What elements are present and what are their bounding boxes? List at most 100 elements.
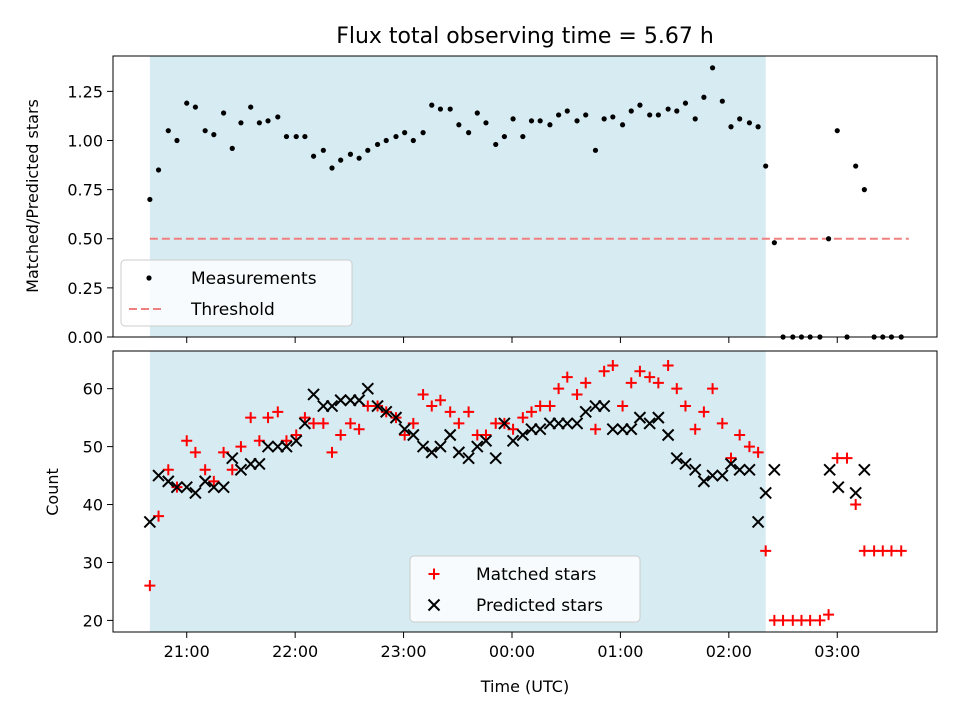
data-point [679, 457, 692, 471]
data-point [506, 434, 520, 448]
data-point [326, 446, 338, 458]
data-point [682, 100, 689, 106]
data-point [338, 157, 344, 163]
data-point [444, 406, 456, 418]
data-point [598, 365, 610, 377]
data-point [434, 394, 446, 406]
data-point [265, 118, 271, 124]
data-point [832, 480, 845, 494]
y-tick-label: 30 [83, 553, 103, 572]
data-point [410, 137, 416, 144]
data-point [841, 452, 853, 464]
legend-label: Matched stars [476, 565, 596, 585]
data-point [352, 394, 366, 407]
data-point [437, 106, 444, 112]
legend-label: Threshold [190, 300, 275, 320]
data-point [389, 411, 403, 424]
data-point [147, 196, 153, 203]
top-legend: Measurements Threshold [120, 259, 353, 327]
data-point [537, 118, 543, 124]
data-point [637, 102, 643, 108]
data-point [610, 114, 616, 120]
data-point [895, 545, 907, 557]
data-point [652, 377, 664, 389]
data-point [162, 464, 174, 476]
data-point [544, 400, 556, 412]
data-point [763, 163, 769, 169]
data-point [849, 486, 862, 500]
data-point [498, 417, 511, 430]
data-point [689, 423, 701, 435]
data-point [207, 480, 221, 494]
data-point [533, 423, 547, 436]
data-point [719, 98, 725, 104]
data-point [198, 475, 212, 488]
data-point [707, 383, 719, 395]
data-point [709, 65, 716, 71]
data-point [697, 475, 711, 488]
data-point [489, 451, 502, 465]
data-point [452, 446, 466, 459]
data-point [407, 428, 420, 442]
data-point [728, 124, 734, 130]
data-point [275, 114, 281, 120]
data-point [583, 112, 589, 118]
data-point [152, 469, 165, 482]
data-point [825, 236, 832, 242]
data-point [256, 120, 262, 126]
data-point [184, 100, 190, 106]
data-point [743, 463, 756, 476]
data-point [517, 412, 529, 424]
data-point [474, 110, 480, 116]
data-point [716, 417, 728, 429]
data-point [226, 451, 239, 465]
data-point [853, 163, 859, 169]
data-point [189, 446, 201, 458]
data-point [674, 108, 680, 114]
data-point [661, 428, 675, 442]
data-point [768, 463, 781, 476]
data-point [526, 406, 538, 418]
data-point [679, 400, 691, 412]
y-tick-label: 20 [83, 611, 103, 630]
data-point [453, 417, 465, 429]
data-point [165, 128, 171, 134]
y-tick-label: 1.25 [67, 82, 103, 101]
data-point [189, 486, 202, 500]
x-axis-label: Time (UTC) [480, 677, 569, 696]
data-point [143, 515, 157, 529]
data-point [180, 480, 193, 494]
data-point [751, 515, 765, 529]
data-point [302, 133, 308, 140]
data-point [534, 400, 546, 412]
x-tick-label: 01:00 [597, 642, 643, 661]
data-point [325, 399, 339, 413]
data-point [317, 417, 329, 429]
data-point [234, 463, 248, 476]
chart-title: Flux total observing time = 5.67 h [336, 24, 714, 49]
x-tick-label: 02:00 [706, 642, 752, 661]
data-point [634, 365, 646, 377]
y-tick-label: 0.75 [67, 181, 103, 200]
data-point [347, 151, 354, 157]
data-point [501, 133, 507, 140]
data-point [262, 412, 274, 424]
legend-label: Measurements [191, 269, 317, 289]
data-point [425, 446, 438, 459]
data-point [334, 394, 347, 407]
data-point [253, 457, 266, 471]
x-tick-label: 00:00 [489, 642, 535, 661]
data-point [746, 120, 753, 126]
data-point [380, 405, 393, 419]
data-point [570, 417, 584, 430]
data-point [553, 383, 565, 395]
data-point [283, 133, 290, 140]
data-point [725, 452, 737, 464]
data-point [479, 434, 493, 448]
data-point [759, 486, 772, 500]
data-point [850, 499, 862, 511]
data-point [858, 545, 870, 557]
data-point [804, 614, 816, 626]
data-point [633, 411, 647, 424]
data-point [456, 122, 462, 128]
